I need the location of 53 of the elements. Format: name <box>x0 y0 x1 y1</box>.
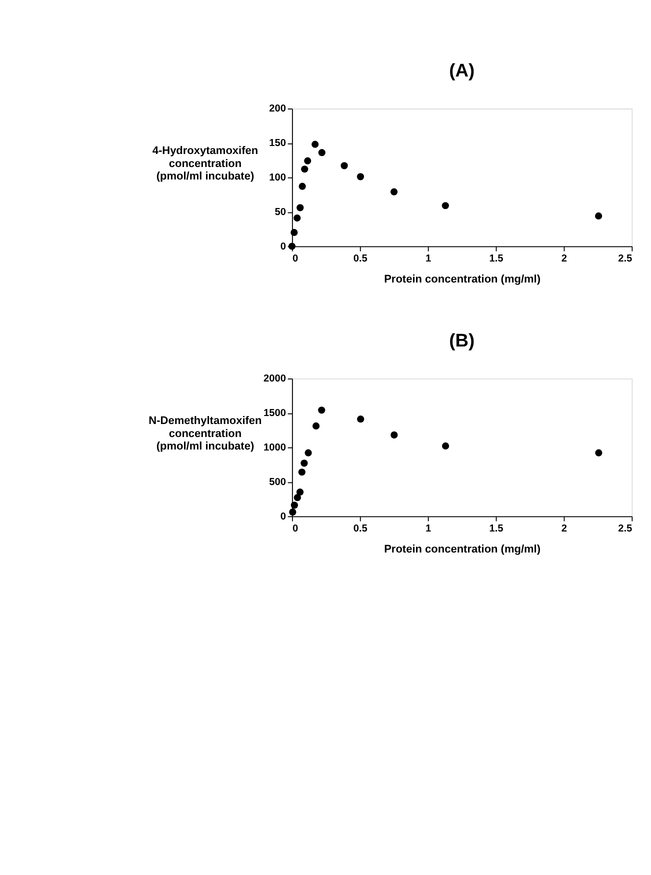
x-tick-label: 0.5 <box>353 253 368 264</box>
point <box>390 188 398 196</box>
x-tick-label: 1 <box>426 253 432 264</box>
point <box>340 162 348 170</box>
x-tick-label: 0 <box>292 253 298 264</box>
y-tick-label: 0 <box>280 511 286 522</box>
y-axis-title: 4-Hydroxytamoxifen concentration (pmol/ml incubate) <box>152 144 258 183</box>
x-tick-label: 2.5 <box>618 523 633 534</box>
point <box>442 442 450 450</box>
point <box>290 228 298 236</box>
point <box>312 422 320 430</box>
chart-title: (A) <box>449 59 475 80</box>
x-tick-label: 2.5 <box>618 253 633 264</box>
point <box>300 460 308 467</box>
point <box>290 502 298 509</box>
point <box>304 157 312 164</box>
y-axis-title: N-Demethyltamoxifen concentration (pmol/ml incubate) <box>148 414 262 453</box>
x-axis-title: Protein concentration (mg/ml) <box>384 543 541 556</box>
point <box>301 166 308 173</box>
x-tick-label: 0.5 <box>353 523 368 534</box>
point <box>298 468 306 476</box>
y-tick-label: 0 <box>280 241 286 252</box>
y-tick-label: 1000 <box>264 442 286 454</box>
x-tick-label: 0 <box>292 523 298 534</box>
chart-title: (B) <box>449 329 475 350</box>
point <box>296 488 304 496</box>
point <box>294 214 301 222</box>
point <box>304 449 312 456</box>
point <box>298 182 306 190</box>
y-tick-label: 500 <box>269 476 286 488</box>
point <box>318 406 326 414</box>
point <box>595 212 602 220</box>
x-tick-label: 1.5 <box>489 253 504 264</box>
x-tick-label: 1.5 <box>489 523 504 534</box>
y-tick-label: 50 <box>274 207 286 218</box>
y-tick-label: 2000 <box>264 374 286 385</box>
point <box>390 431 398 438</box>
point <box>294 494 301 502</box>
y-tick-label: 1500 <box>264 408 286 420</box>
point <box>595 449 602 456</box>
point <box>312 140 319 148</box>
point <box>296 204 304 212</box>
y-tick-label: 100 <box>269 172 286 184</box>
y-tick-label: 150 <box>269 138 286 150</box>
x-axis-title: Protein concentration (mg/ml) <box>384 274 541 286</box>
y-tick-label: 200 <box>269 104 286 115</box>
x-tick-label: 2 <box>561 253 568 264</box>
point <box>356 173 364 180</box>
x-tick-label: 1 <box>426 523 432 534</box>
point <box>357 416 364 423</box>
point <box>318 149 326 156</box>
point <box>442 202 449 210</box>
x-tick-label: 2 <box>561 523 568 534</box>
